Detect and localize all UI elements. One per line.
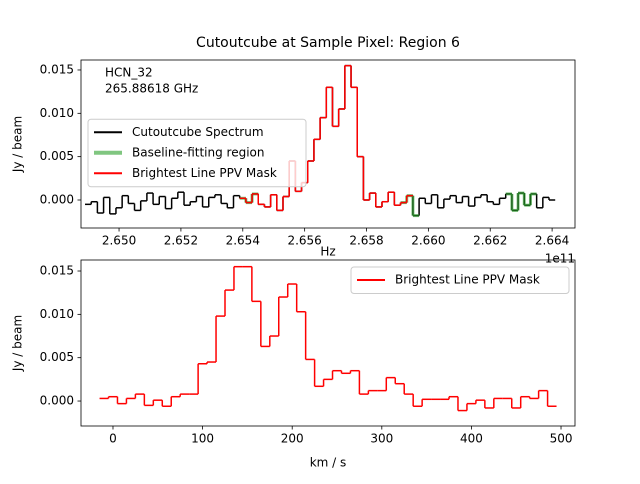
legend-label: Brightest Line PPV Mask bbox=[132, 166, 277, 180]
chart-title: Cutoutcube at Sample Pixel: Region 6 bbox=[196, 35, 460, 51]
y-tick-label: 0.015 bbox=[40, 264, 74, 278]
x-tick-label: 0 bbox=[109, 432, 117, 446]
y-tick-label: 0.005 bbox=[40, 350, 74, 364]
x-tick-label: 500 bbox=[550, 432, 573, 446]
y-axis-label: Jy / beam bbox=[11, 116, 25, 173]
x-tick-label: 300 bbox=[370, 432, 393, 446]
legend-label: Cutoutcube Spectrum bbox=[132, 125, 264, 139]
y-tick-label: 0.010 bbox=[40, 106, 74, 120]
axes-frame bbox=[80, 59, 576, 229]
x-offset-label: 1e11 bbox=[545, 252, 575, 266]
y-tick-label: 0.000 bbox=[40, 394, 74, 408]
axes-frame bbox=[80, 259, 576, 427]
legend-label: Brightest Line PPV Mask bbox=[395, 273, 540, 287]
x-tick-label: 2.660 bbox=[411, 234, 445, 248]
x-tick-label: 200 bbox=[281, 432, 304, 446]
plot-area bbox=[99, 265, 557, 412]
y-axis-label: Jy / beam bbox=[11, 315, 25, 372]
y-tick-label: 0.010 bbox=[40, 307, 74, 321]
x-tick-label: 2.662 bbox=[473, 234, 507, 248]
x-axis-label: km / s bbox=[310, 456, 347, 470]
y-tick-label: 0.005 bbox=[40, 149, 74, 163]
x-tick-label: 2.652 bbox=[164, 234, 198, 248]
x-tick-label: 2.664 bbox=[535, 234, 569, 248]
x-axis-label: Hz bbox=[320, 245, 335, 259]
y-tick-label: 0.015 bbox=[40, 62, 74, 76]
legend-box bbox=[350, 266, 570, 294]
annotation: 265.88618 GHz bbox=[105, 82, 198, 96]
x-tick-label: 2.654 bbox=[226, 234, 260, 248]
x-tick-label: 400 bbox=[460, 432, 483, 446]
y-tick-label: 0.000 bbox=[40, 193, 74, 207]
legend-label: Baseline-fitting region bbox=[132, 145, 265, 159]
x-tick-label: 2.650 bbox=[102, 234, 136, 248]
legend-box bbox=[87, 118, 307, 188]
annotation: HCN_32 bbox=[105, 66, 153, 80]
x-tick-label: 2.658 bbox=[349, 234, 383, 248]
x-tick-label: 2.656 bbox=[287, 234, 321, 248]
x-tick-label: 100 bbox=[191, 432, 214, 446]
